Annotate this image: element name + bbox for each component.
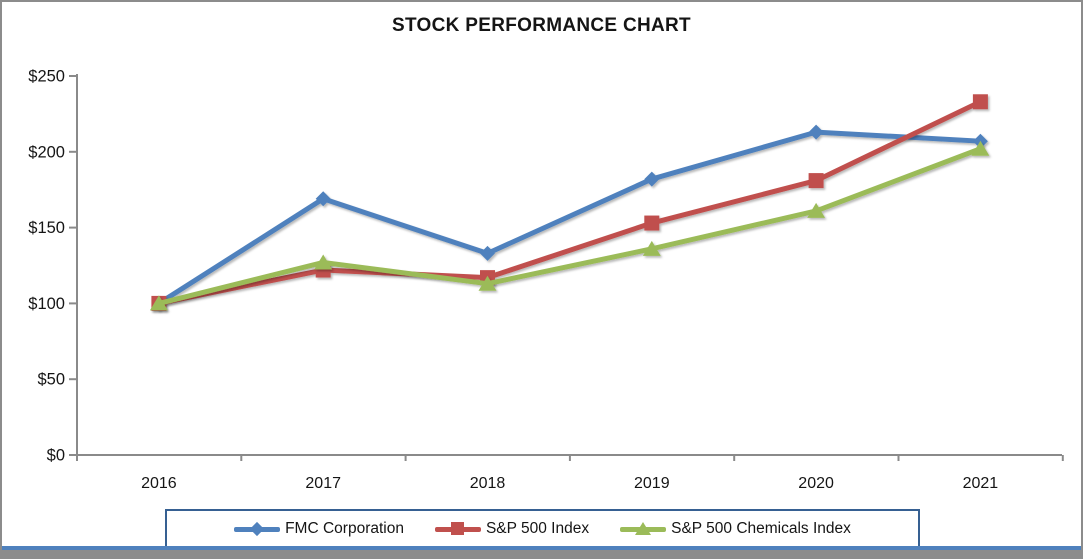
legend-label: S&P 500 Chemicals Index xyxy=(671,519,851,537)
legend-label: S&P 500 Index xyxy=(485,519,590,537)
bottom-divider-blue-line xyxy=(2,546,1081,550)
y-axis-label: $50 xyxy=(37,371,65,389)
triangle-marker xyxy=(807,202,826,218)
x-axis-label: 2016 xyxy=(141,475,177,492)
series-line-0 xyxy=(156,129,983,306)
square-marker xyxy=(972,94,988,110)
legend-item-sp500-index: S&P 500 Index xyxy=(434,519,590,538)
chart-title: STOCK PERFORMANCE CHART xyxy=(392,15,691,36)
y-axis-label: $100 xyxy=(28,295,65,313)
diamond-icon xyxy=(234,521,281,537)
series-diamond xyxy=(151,124,988,311)
series-line-1 xyxy=(156,99,983,306)
triangle-marker xyxy=(149,295,168,311)
legend-item-sp500-chemicals-index: S&P 500 Chemicals Index xyxy=(620,520,851,538)
triangle-marker xyxy=(971,140,990,156)
y-axis-label: $150 xyxy=(28,219,65,237)
diamond-marker xyxy=(480,245,495,261)
square-marker xyxy=(808,173,824,189)
triangle-marker xyxy=(642,240,661,256)
triangle-icon xyxy=(620,521,667,537)
square-marker xyxy=(644,215,660,231)
x-axis-label: 2019 xyxy=(634,475,670,492)
square-icon xyxy=(434,521,481,537)
diamond-marker xyxy=(315,191,331,207)
diamond-marker xyxy=(808,124,824,140)
x-axis-label: 2020 xyxy=(798,475,834,492)
y-axis-label: $250 xyxy=(28,68,65,86)
diamond-marker xyxy=(644,171,660,187)
legend-label: FMC Corporation xyxy=(285,519,404,537)
x-axis-label: 2021 xyxy=(963,475,999,492)
triangle-shape xyxy=(635,521,652,535)
series-line-2 xyxy=(156,146,983,306)
bottom-divider-gray-line xyxy=(2,550,1081,557)
diamond-shape xyxy=(250,521,265,536)
x-axis-label: 2018 xyxy=(470,475,506,492)
y-axis-label: $200 xyxy=(28,143,65,161)
y-axis-label: $0 xyxy=(47,447,65,465)
x-axis-label: 2017 xyxy=(305,475,341,492)
series-triangle xyxy=(149,140,990,311)
legend-item-fmc-corporation: FMC Corporation xyxy=(234,520,404,538)
triangle-marker xyxy=(478,275,497,291)
triangle-marker xyxy=(314,254,333,270)
legend: FMC Corporation S&P 500 Index S&P 500 Ch… xyxy=(165,509,920,548)
series-square xyxy=(151,94,988,311)
square-shape xyxy=(450,521,464,535)
